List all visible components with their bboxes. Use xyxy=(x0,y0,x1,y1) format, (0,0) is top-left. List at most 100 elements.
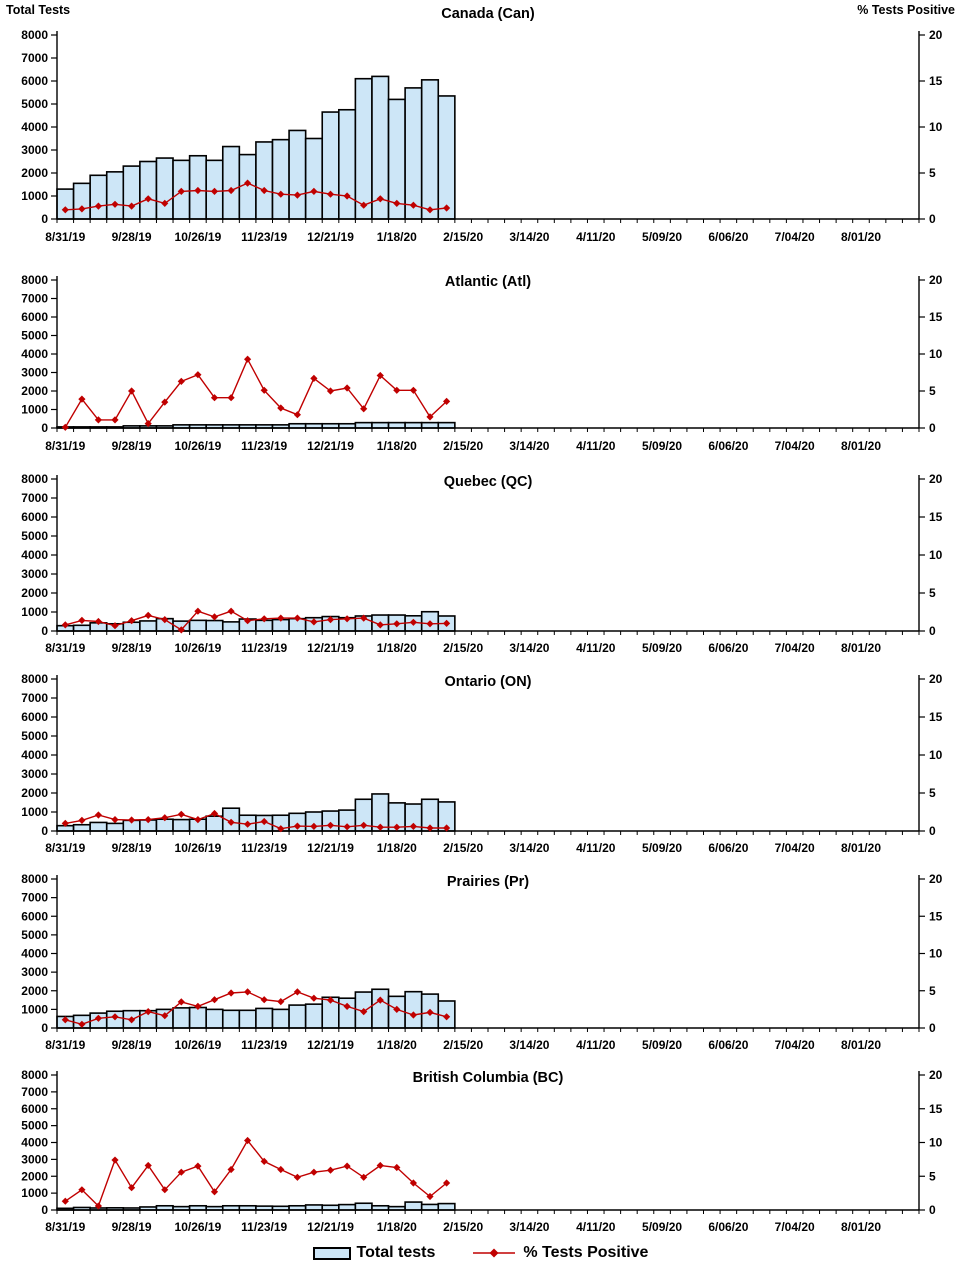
pct-positive-marker xyxy=(111,200,119,208)
axis-label: 6000 xyxy=(21,710,48,724)
pct-positive-marker xyxy=(376,371,384,380)
chart-title-british-columbia: British Columbia (BC) xyxy=(412,1070,564,1086)
pct-positive-marker xyxy=(194,607,202,615)
pct-positive-marker xyxy=(78,1020,86,1028)
axis-label: 8/31/19 xyxy=(45,841,85,855)
pct-positive-marker xyxy=(277,825,285,833)
pct-positive-marker xyxy=(210,1188,219,1196)
axis-label: 3000 xyxy=(21,767,48,781)
axis-label: 2000 xyxy=(21,786,48,800)
pct-positive-marker xyxy=(293,411,301,419)
pct-positive-marker xyxy=(161,616,169,624)
pct-positive-marker xyxy=(426,824,434,832)
axis-label: 6/06/20 xyxy=(708,1038,748,1052)
pct-positive-marker xyxy=(194,1162,202,1170)
axis-label: 8000 xyxy=(21,1068,48,1082)
axis-label: 2000 xyxy=(21,586,48,600)
axis-label: 12/21/19 xyxy=(307,1038,354,1052)
pct-positive-marker xyxy=(227,186,235,195)
axis-label: 8000 xyxy=(21,273,48,287)
axis-label: 8000 xyxy=(21,472,48,486)
axis-label: 9/28/19 xyxy=(112,841,152,855)
pct-positive-marker xyxy=(393,620,401,628)
total-tests-bar xyxy=(56,188,75,220)
total-tests-bar xyxy=(122,165,141,220)
axis-label: 20 xyxy=(929,28,943,42)
axis-label: 2/15/20 xyxy=(443,1038,483,1052)
right-axis-header: % Tests Positive xyxy=(857,3,955,17)
axis-label: 6000 xyxy=(21,310,48,324)
total-tests-bar xyxy=(404,1201,423,1211)
pct-positive-marker xyxy=(94,811,102,819)
pct-positive-marker xyxy=(326,190,335,198)
axis-label: 10 xyxy=(929,947,943,961)
chart-title-canada: Canada (Can) xyxy=(441,6,535,22)
axis-label: 7000 xyxy=(21,51,48,65)
axis-label: 5 xyxy=(929,984,936,998)
pct-positive-marker xyxy=(326,616,335,624)
axis-label: 11/23/19 xyxy=(241,439,287,453)
axis-label: 3/14/20 xyxy=(509,439,549,453)
pct-positive-marker xyxy=(227,1165,235,1174)
axis-label: 8/31/19 xyxy=(45,1220,85,1234)
pct-positive-marker xyxy=(161,1186,169,1194)
total-tests-bar xyxy=(437,95,456,220)
axis-label: 10 xyxy=(929,347,943,361)
axis-label: 15 xyxy=(929,74,943,88)
axis-label: 8/01/20 xyxy=(841,1038,881,1052)
axis-label: 2/15/20 xyxy=(443,230,483,244)
axis-label: 2000 xyxy=(21,384,48,398)
total-tests-bar xyxy=(354,1202,373,1211)
pct-positive-marker xyxy=(144,1161,152,1169)
total-tests-bar xyxy=(404,990,423,1029)
axis-label: 10/26/19 xyxy=(175,841,222,855)
axis-label: 7000 xyxy=(21,691,48,705)
pct-positive-marker xyxy=(260,1157,268,1165)
axis-label: 3000 xyxy=(21,1152,48,1166)
pct-positive-marker xyxy=(443,824,451,832)
axis-label: 0 xyxy=(929,824,936,838)
pct-positive-marker xyxy=(78,616,86,624)
pct-positive-marker xyxy=(393,199,401,207)
total-tests-bar xyxy=(188,1006,207,1029)
total-tests-bar xyxy=(72,624,91,632)
axis-label: 10/26/19 xyxy=(175,1220,222,1234)
pct-positive-marker xyxy=(443,397,451,405)
axis-label: 1/18/20 xyxy=(377,230,417,244)
pct-positive-marker xyxy=(376,621,384,629)
pct-positive-marker xyxy=(177,1168,185,1176)
chart-title-atlantic: Atlantic (Atl) xyxy=(444,274,532,290)
pct-positive-marker xyxy=(376,1161,384,1169)
axis-label: 2/15/20 xyxy=(443,641,483,655)
pct-positive-marker xyxy=(376,823,384,831)
pct-positive-marker xyxy=(426,1192,434,1201)
pct-positive-marker xyxy=(161,199,169,207)
pct-positive-marker xyxy=(111,1156,119,1164)
pct-positive-marker xyxy=(260,996,268,1004)
pct-positive-marker xyxy=(177,377,185,385)
pct-positive-marker xyxy=(61,621,69,629)
legend-pct-positive-label: % Tests Positive xyxy=(523,1244,649,1261)
pct-positive-marker xyxy=(177,810,185,818)
pct-positive-marker xyxy=(227,394,235,402)
pct-positive-marker xyxy=(128,1184,136,1192)
total-tests-bar xyxy=(338,997,357,1029)
axis-label: 8000 xyxy=(21,672,48,686)
total-tests-bar xyxy=(221,145,241,220)
pct-positive-marker xyxy=(144,1008,152,1016)
chart-quebec-qc: 0 1000 2000 3000 4000 5000 6000 7000 8000 0 5 10 15 2… xyxy=(21,472,942,655)
total-tests-bar xyxy=(205,1008,224,1029)
total-tests-swatch-icon xyxy=(312,1246,351,1260)
axis-label: 5 xyxy=(929,384,936,398)
pct-positive-marker xyxy=(144,611,152,619)
axis-label: 4/11/20 xyxy=(576,641,616,655)
axis-label: 9/28/19 xyxy=(112,439,152,453)
pct-positive-marker xyxy=(293,988,301,996)
axis-label: 3000 xyxy=(21,965,48,979)
pct-positive-marker xyxy=(177,187,185,195)
total-tests-bar xyxy=(221,1009,241,1029)
axis-label: 11/23/19 xyxy=(241,641,287,655)
pct-positive-marker xyxy=(426,206,434,214)
pct-positive-marker xyxy=(128,617,136,625)
total-tests-bar xyxy=(321,1204,340,1211)
